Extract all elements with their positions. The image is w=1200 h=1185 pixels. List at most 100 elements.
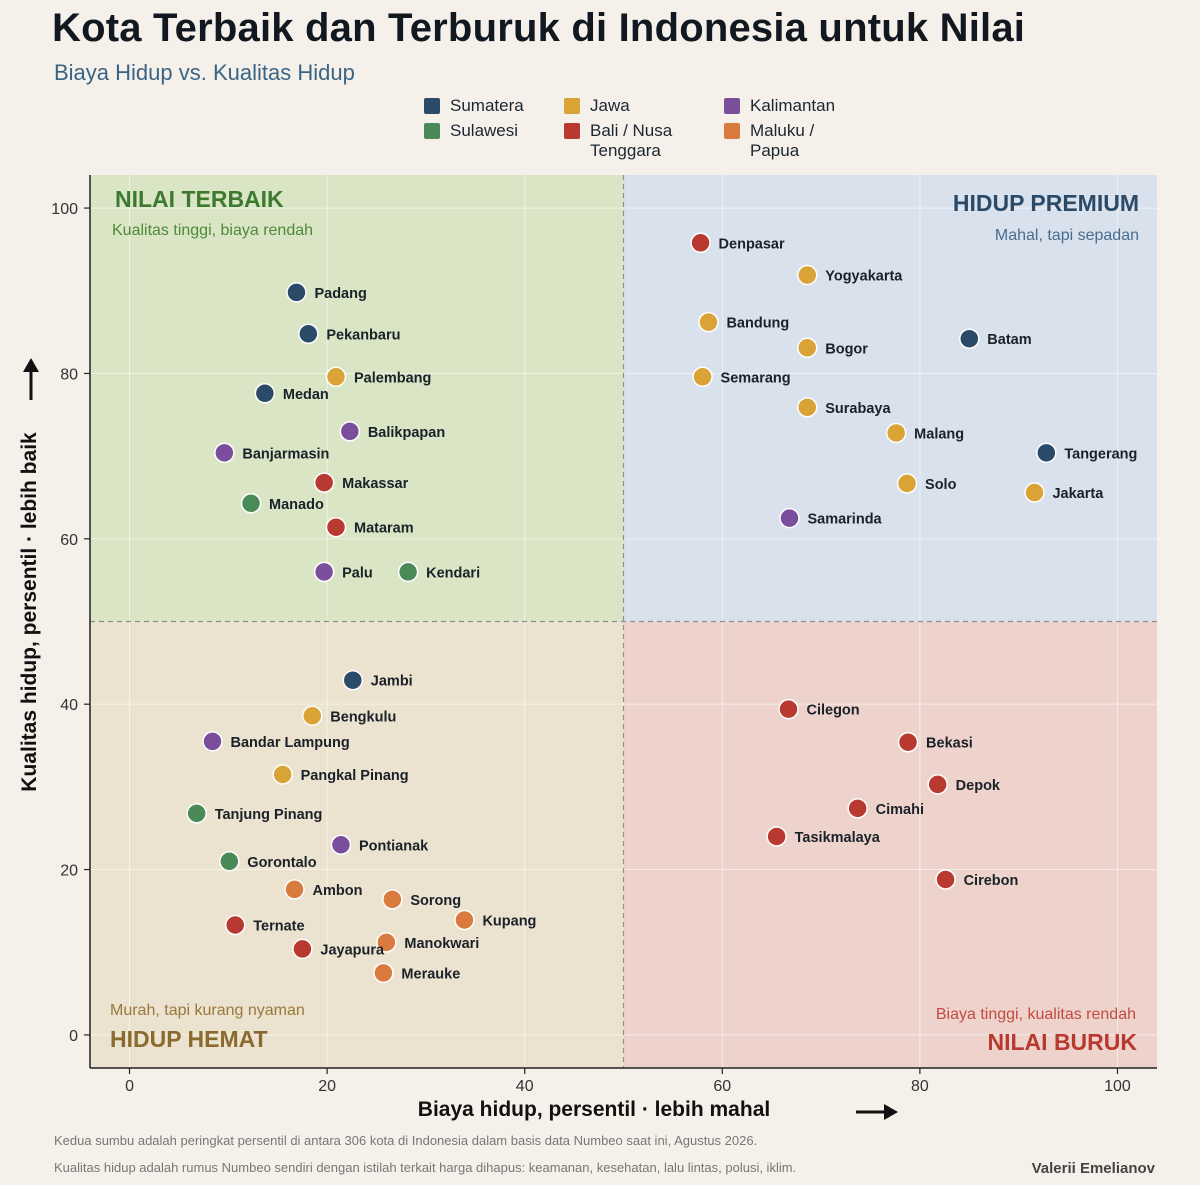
point-label: Manado <box>269 497 324 513</box>
point-jambi: Jambi <box>342 669 413 691</box>
point-marker <box>224 914 246 936</box>
point-bandung: Bandung <box>698 311 789 333</box>
chart-subtitle: Biaya Hidup vs. Kualitas Hidup <box>54 60 355 85</box>
point-label: Cimahi <box>876 802 924 818</box>
point-marker <box>342 669 364 691</box>
point-kendari: Kendari <box>397 561 480 583</box>
x-tick-label: 20 <box>318 1078 336 1095</box>
point-cilegon: Cilegon <box>778 698 860 720</box>
point-bogor: Bogor <box>797 337 868 359</box>
legend-item-jawa: Jawa <box>564 96 630 116</box>
point-marker <box>1036 442 1057 464</box>
point-marker <box>397 561 419 583</box>
point-tangerang: Tangerang <box>1036 442 1137 464</box>
point-label: Depok <box>956 778 1001 794</box>
quadrant-bg-bottom-right <box>623 621 1157 1068</box>
point-pekanbaru: Pekanbaru <box>298 323 400 345</box>
point-label: Malang <box>914 426 964 442</box>
chart-title: Kota Terbaik dan Terburuk di Indonesia u… <box>52 6 1026 50</box>
footnote-1: Kedua sumbu adalah peringkat persentil d… <box>54 1133 758 1148</box>
point-merauke: Merauke <box>373 962 460 984</box>
point-label: Banjarmasin <box>242 446 329 462</box>
point-marker <box>692 366 713 388</box>
point-ambon: Ambon <box>284 879 362 900</box>
point-label: Mataram <box>354 521 414 537</box>
point-label: Pontianak <box>359 838 429 854</box>
x-tick-label: 80 <box>911 1078 929 1095</box>
point-marker <box>935 869 956 890</box>
point-marker <box>325 516 347 538</box>
legend-swatch <box>564 123 580 139</box>
x-axis-label: Biaya hidup, persentil · lebih mahal <box>418 1098 770 1121</box>
point-bandar-lampung: Bandar Lampung <box>202 731 350 752</box>
point-batam: Batam <box>959 328 1032 349</box>
quadrant-title-nilai-terbaik: NILAI TERBAIK <box>115 186 284 212</box>
point-marker <box>186 803 207 824</box>
legend-swatch <box>724 98 740 114</box>
point-marker <box>292 938 313 960</box>
point-label: Medan <box>283 387 329 403</box>
quadrant-title-hidup-hemat: HIDUP HEMAT <box>110 1026 268 1052</box>
point-label: Kupang <box>482 913 536 929</box>
point-marker <box>778 698 799 720</box>
legend-label: Sumatera <box>450 96 524 115</box>
point-manokwari: Manokwari <box>376 932 479 953</box>
point-tanjung-pinang: Tanjung Pinang <box>186 803 322 824</box>
legend-label: Jawa <box>590 96 630 115</box>
point-kupang: Kupang <box>454 909 536 931</box>
point-marker <box>382 889 403 910</box>
quadrant-sub-hidup-hemat: Murah, tapi kurang nyaman <box>110 1002 305 1019</box>
point-denpasar: Denpasar <box>690 232 785 254</box>
grid-lines <box>90 175 1157 1068</box>
point-cirebon: Cirebon <box>935 869 1018 890</box>
point-bengkulu: Bengkulu <box>302 705 396 727</box>
y-axis-label: Kualitas hidup, persentil · lebih baik <box>18 432 41 792</box>
legend-label: Maluku / Papua <box>750 121 815 160</box>
point-label: Denpasar <box>719 236 785 252</box>
y-tick-label: 20 <box>60 863 78 880</box>
x-tick-label: 60 <box>713 1078 731 1095</box>
point-marker <box>202 731 223 752</box>
point-pontianak: Pontianak <box>330 834 429 855</box>
point-marker <box>373 962 394 984</box>
point-marker <box>330 834 352 855</box>
point-label: Jakarta <box>1052 486 1104 502</box>
x-tick-label: 100 <box>1104 1078 1131 1095</box>
point-marker <box>214 442 235 464</box>
point-label: Pangkal Pinang <box>301 768 409 784</box>
point-marker <box>284 879 305 900</box>
point-pangkal-pinang: Pangkal Pinang <box>272 764 409 785</box>
quadrant-bg-bottom-left <box>90 621 624 1068</box>
point-label: Surabaya <box>825 401 891 417</box>
x-tick-label: 40 <box>516 1078 534 1095</box>
point-label: Bekasi <box>926 736 973 752</box>
point-bekasi: Bekasi <box>897 731 973 753</box>
point-marker <box>797 397 818 418</box>
point-palu: Palu <box>313 561 373 583</box>
legend-swatch <box>724 123 740 139</box>
author-credit: Valerii Emelianov <box>1031 1160 1155 1177</box>
axes: 0 20 40 60 80 100 0 20 40 60 80 100 <box>51 175 1157 1095</box>
y-tick-label: 40 <box>60 697 78 714</box>
point-label: Yogyakarta <box>825 269 903 285</box>
point-label: Gorontalo <box>247 855 316 871</box>
point-marker <box>698 311 719 333</box>
axis-labels: Biaya hidup, persentil · lebih mahal Kua… <box>18 358 898 1121</box>
point-palembang: Palembang <box>325 366 431 388</box>
point-label: Semarang <box>721 370 791 386</box>
point-surabaya: Surabaya <box>797 397 891 418</box>
point-label: Jayapura <box>320 942 385 958</box>
point-label: Balikpapan <box>368 425 445 441</box>
legend-item-bali-nusa-tenggara: Bali / Nusa Tenggara <box>564 121 700 161</box>
point-marker <box>779 507 800 529</box>
point-label: Solo <box>925 477 957 493</box>
point-marker <box>286 282 307 303</box>
point-gorontalo: Gorontalo <box>219 851 317 872</box>
point-label: Manokwari <box>404 936 479 952</box>
point-padang: Padang <box>286 282 367 303</box>
point-label: Pekanbaru <box>326 327 400 343</box>
point-label: Sorong <box>410 893 461 909</box>
point-label: Bengkulu <box>330 709 396 725</box>
point-malang: Malang <box>885 422 964 444</box>
